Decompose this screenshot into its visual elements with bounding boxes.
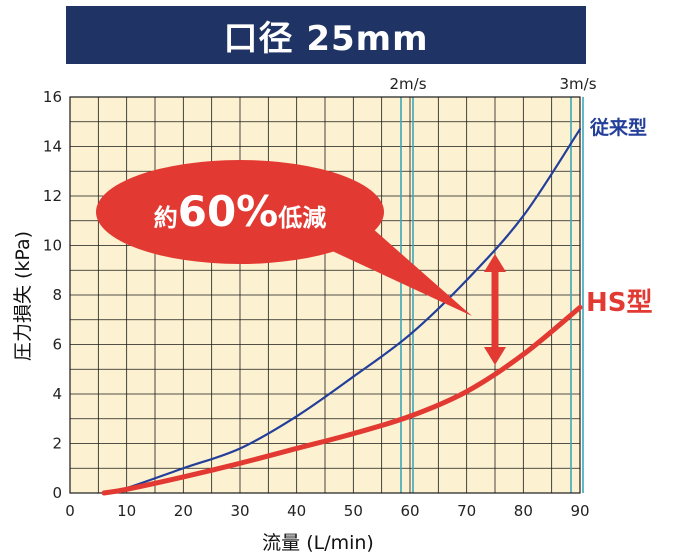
chart-title: 口径 25mm <box>66 6 586 64</box>
y-axis-label: 圧力損失 (kPa) <box>12 231 34 361</box>
y-tick-label: 6 <box>52 336 62 354</box>
x-tick-label: 0 <box>65 502 75 520</box>
axis-ticks: 0 10 20 30 40 50 60 70 80 90 0 2 4 6 8 10 12 14 16 <box>43 88 590 520</box>
y-tick-label: 10 <box>43 237 62 255</box>
callout-tail <box>330 228 472 316</box>
x-axis-label: 流量 (L/min) <box>262 532 374 554</box>
annotations: 約60%低減 <box>96 160 506 365</box>
y-tick-label: 14 <box>43 138 62 156</box>
x-tick-label: 20 <box>174 502 193 520</box>
y-tick-label: 12 <box>43 187 62 205</box>
x-tick-label: 70 <box>457 502 476 520</box>
x-tick-label: 90 <box>570 502 589 520</box>
reference-label: 3m/s <box>559 75 596 93</box>
series-label-hs: HS型 <box>586 288 653 318</box>
reference-label: 2m/s <box>389 75 426 93</box>
y-tick-label: 4 <box>52 385 62 403</box>
difference-arrow-head-up <box>484 253 506 272</box>
x-tick-label: 60 <box>400 502 419 520</box>
x-tick-label: 10 <box>117 502 136 520</box>
x-tick-label: 40 <box>287 502 306 520</box>
y-tick-label: 2 <box>52 435 62 453</box>
x-tick-label: 80 <box>514 502 533 520</box>
x-tick-label: 30 <box>230 502 249 520</box>
callout-bubble <box>96 160 384 264</box>
series-line-hs <box>101 304 583 496</box>
series-lines: 従来型 HS型 <box>101 116 653 496</box>
difference-arrow-head-down <box>484 346 506 365</box>
y-tick-label: 16 <box>43 88 62 106</box>
y-tick-label: 8 <box>52 286 62 304</box>
series-line-conventional <box>102 128 582 495</box>
y-tick-label: 0 <box>52 484 62 502</box>
callout-text: 約60%低減 <box>154 187 327 236</box>
series-label-conventional: 従来型 <box>589 116 647 139</box>
x-tick-label: 50 <box>344 502 363 520</box>
plot-border <box>69 96 581 494</box>
plot-area: 2m/s 3m/s <box>69 75 597 494</box>
